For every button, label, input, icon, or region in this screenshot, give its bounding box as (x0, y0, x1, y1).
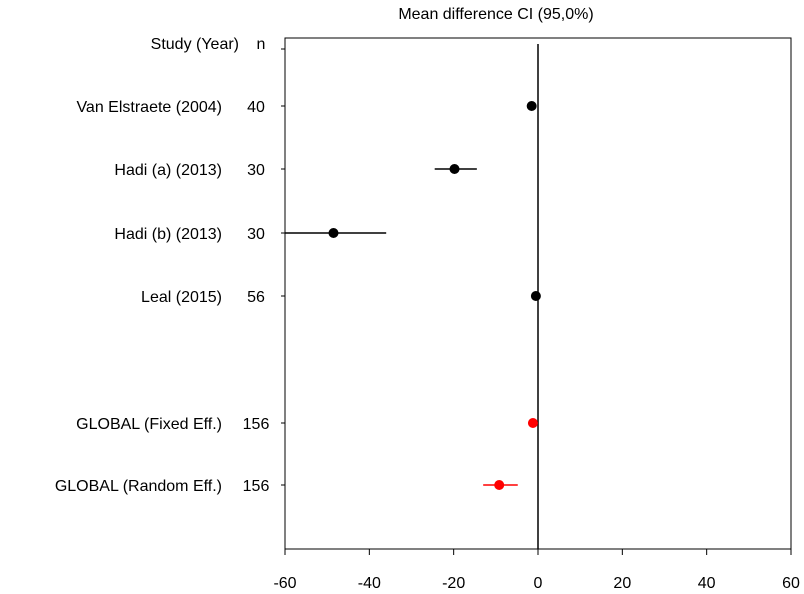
study-point (526, 101, 537, 111)
x-tick-label: -40 (358, 575, 381, 592)
x-tick-label: 40 (698, 575, 716, 592)
study-label: Van Elstraete (2004) (76, 99, 222, 116)
study-label: Leal (2015) (141, 289, 222, 306)
study-label: Hadi (b) (2013) (114, 226, 222, 243)
x-tick-label: 0 (534, 575, 543, 592)
study-point (530, 291, 541, 301)
pooled-n: 156 (243, 478, 270, 495)
header-n: n (257, 36, 266, 53)
x-tick-label: -20 (442, 575, 465, 592)
x-tick-label: 20 (613, 575, 631, 592)
study-label: Hadi (a) (2013) (114, 162, 222, 179)
x-tick-label: -60 (273, 575, 296, 592)
study-point (328, 228, 339, 238)
pooled-label: GLOBAL (Fixed Eff.) (76, 416, 222, 433)
pooled-n: 156 (243, 416, 270, 433)
pooled-point (527, 418, 538, 428)
chart-title: Mean difference CI (95,0%) (398, 6, 593, 23)
pooled-label: GLOBAL (Random Eff.) (55, 478, 222, 495)
x-tick-label: 60 (782, 575, 800, 592)
study-n: 40 (247, 99, 265, 116)
study-n: 30 (247, 162, 265, 179)
study-n: 30 (247, 226, 265, 243)
pooled-point (494, 480, 505, 490)
header-study: Study (Year) (151, 36, 239, 53)
study-n: 56 (247, 289, 265, 306)
study-point (449, 164, 460, 174)
